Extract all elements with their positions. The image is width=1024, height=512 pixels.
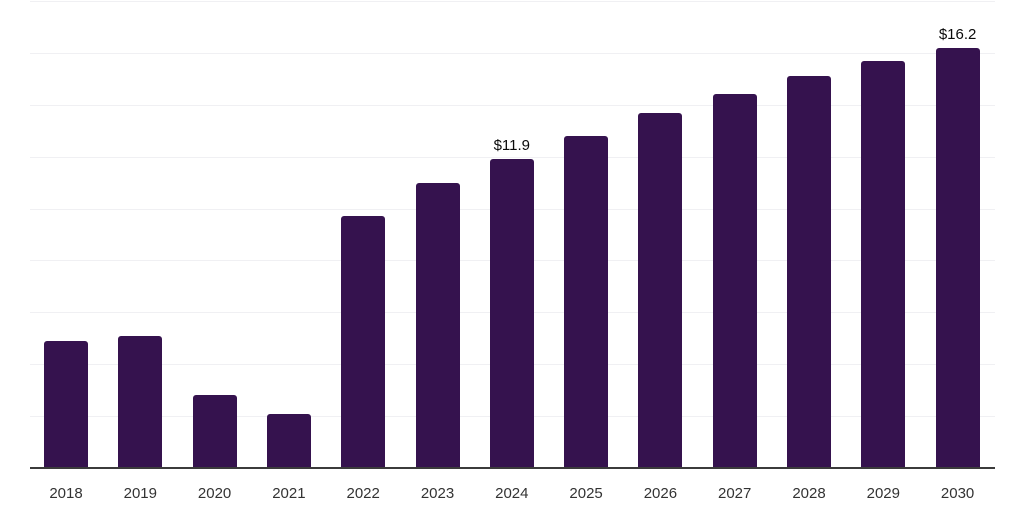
gridline-y-16 — [30, 52, 995, 54]
x-tick-label-2029: 2029 — [866, 485, 900, 502]
bar-2027 — [712, 94, 757, 468]
gridline-y-14 — [30, 104, 995, 106]
bar-2030 — [935, 47, 980, 468]
bar-2028 — [787, 76, 831, 468]
data-label-2024: $11.9 — [493, 137, 531, 155]
x-tick-label-2025: 2025 — [569, 485, 603, 502]
x-tick-label-2019: 2019 — [123, 485, 157, 502]
data-label-2030: $16.2 — [938, 25, 977, 43]
x-tick-label-2030: 2030 — [940, 485, 975, 502]
x-tick-label-2018: 2018 — [49, 485, 83, 502]
bar-2024 — [489, 159, 534, 468]
bar-2020 — [192, 395, 237, 468]
gridline-y-12 — [30, 156, 995, 158]
x-tick-label-2023: 2023 — [420, 485, 455, 502]
bar-2021 — [266, 413, 311, 468]
bar-2025 — [564, 135, 609, 468]
x-tick-label-2020: 2020 — [197, 485, 232, 502]
bar-2023 — [415, 182, 460, 468]
x-axis-line — [30, 467, 995, 469]
bar-2029 — [861, 60, 906, 468]
x-tick-label-2022: 2022 — [346, 485, 380, 502]
bar-2026 — [638, 112, 683, 468]
x-tick-label-2021: 2021 — [272, 485, 306, 502]
x-tick-label-2026: 2026 — [643, 485, 678, 502]
x-tick-label-2028: 2028 — [792, 485, 826, 502]
bar-2022 — [341, 216, 386, 468]
x-tick-label-2027: 2027 — [718, 485, 752, 502]
x-tick-label-2024: 2024 — [495, 485, 529, 502]
bar-2019 — [118, 335, 163, 468]
gridline-y-18 — [30, 1, 995, 2]
bar-2018 — [44, 340, 88, 468]
